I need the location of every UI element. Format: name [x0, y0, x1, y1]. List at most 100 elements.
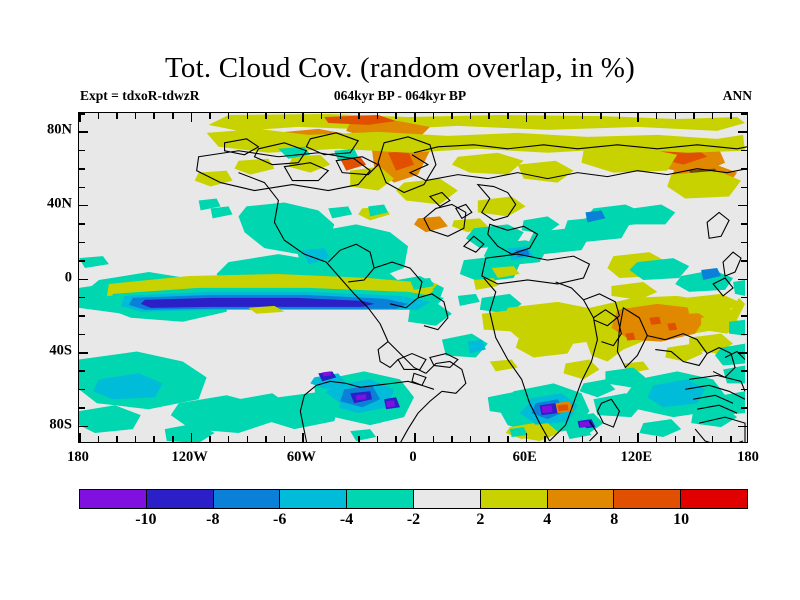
case-label: 064kyr BP - 064kyr BP	[333, 88, 467, 103]
y-tick	[741, 370, 747, 372]
x-axis-label: 120W	[171, 449, 208, 465]
y-tick	[79, 168, 85, 170]
y-tick	[741, 315, 747, 317]
x-tick	[358, 436, 360, 442]
y-tick	[741, 149, 747, 152]
y-tick	[79, 333, 85, 336]
colorbar-segment	[681, 490, 747, 508]
y-tick	[741, 388, 747, 391]
colorbar	[79, 489, 748, 509]
y-tick	[79, 260, 85, 262]
x-tick	[172, 113, 174, 119]
colorbar-tick-label: 10	[673, 511, 690, 528]
y-tick	[741, 260, 747, 262]
x-tick	[637, 113, 639, 122]
y-tick	[79, 296, 85, 299]
x-axis-label: 0	[409, 449, 417, 465]
chart-title: Tot. Cloud Cov. (random overlap, in %)	[164, 52, 636, 84]
y-axis-label: 40N	[47, 195, 72, 212]
x-tick	[265, 113, 267, 119]
x-axis-label: 120E	[620, 449, 653, 465]
y-tick	[741, 186, 747, 189]
y-tick	[741, 407, 747, 409]
x-tick	[320, 113, 323, 119]
x-tick	[116, 436, 118, 442]
colorbar-tick-label: -6	[273, 511, 287, 528]
x-tick	[190, 113, 193, 122]
y-tick	[738, 278, 747, 280]
y-tick	[79, 149, 85, 152]
y-tick	[79, 278, 88, 280]
x-tick	[562, 113, 565, 119]
y-tick	[741, 113, 747, 115]
x-tick	[730, 436, 732, 442]
season-label: ANN	[722, 88, 752, 103]
x-tick	[246, 113, 248, 119]
y-tick	[79, 352, 88, 354]
anomaly-shading	[79, 113, 746, 442]
x-tick	[451, 436, 453, 442]
x-tick	[544, 113, 546, 119]
coastlines	[196, 132, 747, 442]
colorbar-tick-label: -4	[339, 511, 354, 528]
y-tick	[79, 407, 85, 409]
x-tick	[674, 113, 677, 119]
x-tick	[339, 113, 342, 119]
y-axis-label: 80N	[47, 121, 72, 138]
x-tick	[581, 436, 583, 442]
x-tick	[525, 113, 528, 122]
x-tick	[190, 433, 193, 442]
x-tick	[283, 113, 286, 119]
x-tick	[79, 113, 81, 122]
y-tick	[79, 388, 85, 391]
y-tick	[79, 204, 88, 207]
colorbar-segment	[347, 490, 414, 508]
x-axis-label: 180	[67, 449, 89, 465]
x-tick	[469, 113, 472, 119]
x-tick	[320, 436, 323, 442]
x-tick	[172, 436, 174, 442]
x-tick	[116, 113, 118, 119]
colorbar-segment	[146, 490, 214, 508]
y-tick	[79, 223, 85, 225]
x-tick	[730, 113, 732, 119]
x-tick	[246, 436, 248, 442]
x-tick	[469, 436, 472, 442]
colorbar-tick-label: 2	[476, 511, 485, 528]
x-tick	[488, 113, 490, 119]
y-tick	[79, 241, 85, 244]
colorbar-segment	[413, 490, 481, 508]
x-tick	[358, 113, 360, 119]
y-tick	[738, 425, 747, 428]
colorbar-segment	[213, 490, 281, 508]
x-tick	[507, 113, 509, 119]
x-tick	[507, 436, 509, 442]
y-tick	[79, 425, 88, 428]
colorbar-tick-label: -8	[206, 511, 220, 528]
x-tick	[600, 436, 602, 442]
x-tick	[283, 436, 286, 442]
x-tick	[655, 436, 658, 442]
x-tick	[414, 433, 416, 442]
x-tick	[711, 113, 714, 119]
x-tick	[395, 436, 397, 442]
y-axis-label: 40S	[49, 342, 72, 359]
y-tick	[738, 352, 747, 354]
colorbar-segment	[547, 490, 615, 508]
colorbar-segment	[80, 490, 147, 508]
y-tick	[741, 296, 747, 299]
colorbar-segment	[480, 490, 548, 508]
y-tick	[79, 186, 85, 189]
x-tick	[488, 436, 490, 442]
y-tick	[738, 204, 747, 207]
x-axis-label: 60E	[512, 449, 537, 465]
x-tick	[302, 113, 304, 122]
x-tick	[97, 436, 100, 442]
x-tick	[618, 436, 621, 442]
x-axis-label: 60W	[286, 449, 316, 465]
y-tick	[738, 131, 747, 133]
x-tick	[544, 436, 546, 442]
x-tick	[414, 113, 416, 122]
x-tick	[581, 113, 583, 119]
